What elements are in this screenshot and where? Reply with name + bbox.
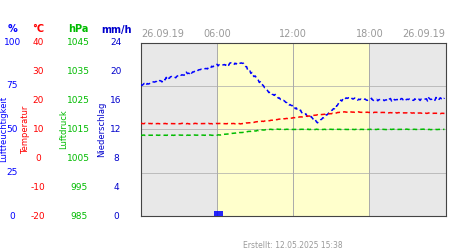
Text: mm/h: mm/h [101,24,131,34]
Text: -10: -10 [31,183,45,192]
Bar [220,211,222,216]
Text: 12:00: 12:00 [279,29,307,39]
Text: 995: 995 [70,183,87,192]
Text: 0: 0 [113,212,119,221]
Text: 4: 4 [113,183,119,192]
Text: 0: 0 [9,212,15,221]
Text: 20: 20 [32,96,44,105]
Text: 0: 0 [36,154,41,163]
Text: 26.09.19: 26.09.19 [403,29,446,39]
Bar [369,42,446,216]
Text: 75: 75 [6,82,18,90]
Text: 16: 16 [110,96,122,105]
Text: 1015: 1015 [67,125,90,134]
Text: Temperatur: Temperatur [21,105,30,154]
Text: 26.09.19: 26.09.19 [141,29,184,39]
Text: 10: 10 [32,125,44,134]
Text: 8: 8 [113,154,119,163]
Text: %: % [7,24,17,34]
Text: 18:00: 18:00 [356,29,383,39]
Text: °C: °C [32,24,44,34]
Text: 50: 50 [6,125,18,134]
Text: 1035: 1035 [67,67,90,76]
Bar [141,42,217,216]
Text: Luftdruck: Luftdruck [59,110,68,149]
Bar [214,211,216,216]
Text: Erstellt: 12.05.2025 15:38: Erstellt: 12.05.2025 15:38 [243,240,343,250]
Text: 1005: 1005 [67,154,90,163]
Bar [219,211,220,216]
Text: Niederschlag: Niederschlag [97,102,106,157]
Text: 12: 12 [110,125,122,134]
Bar [217,42,369,216]
Text: 24: 24 [111,38,122,47]
Text: 30: 30 [32,67,44,76]
Bar [217,211,219,216]
Text: 1045: 1045 [68,38,90,47]
Text: 20: 20 [110,67,122,76]
Text: -20: -20 [31,212,45,221]
Text: 25: 25 [6,168,18,177]
Text: 1025: 1025 [68,96,90,105]
Text: Luftfeuchtigkeit: Luftfeuchtigkeit [0,96,8,162]
Text: 100: 100 [4,38,21,47]
Bar [216,211,217,216]
Bar [222,211,223,216]
Text: 06:00: 06:00 [203,29,231,39]
Text: 985: 985 [70,212,87,221]
Text: hPa: hPa [68,24,89,34]
Text: 40: 40 [32,38,44,47]
